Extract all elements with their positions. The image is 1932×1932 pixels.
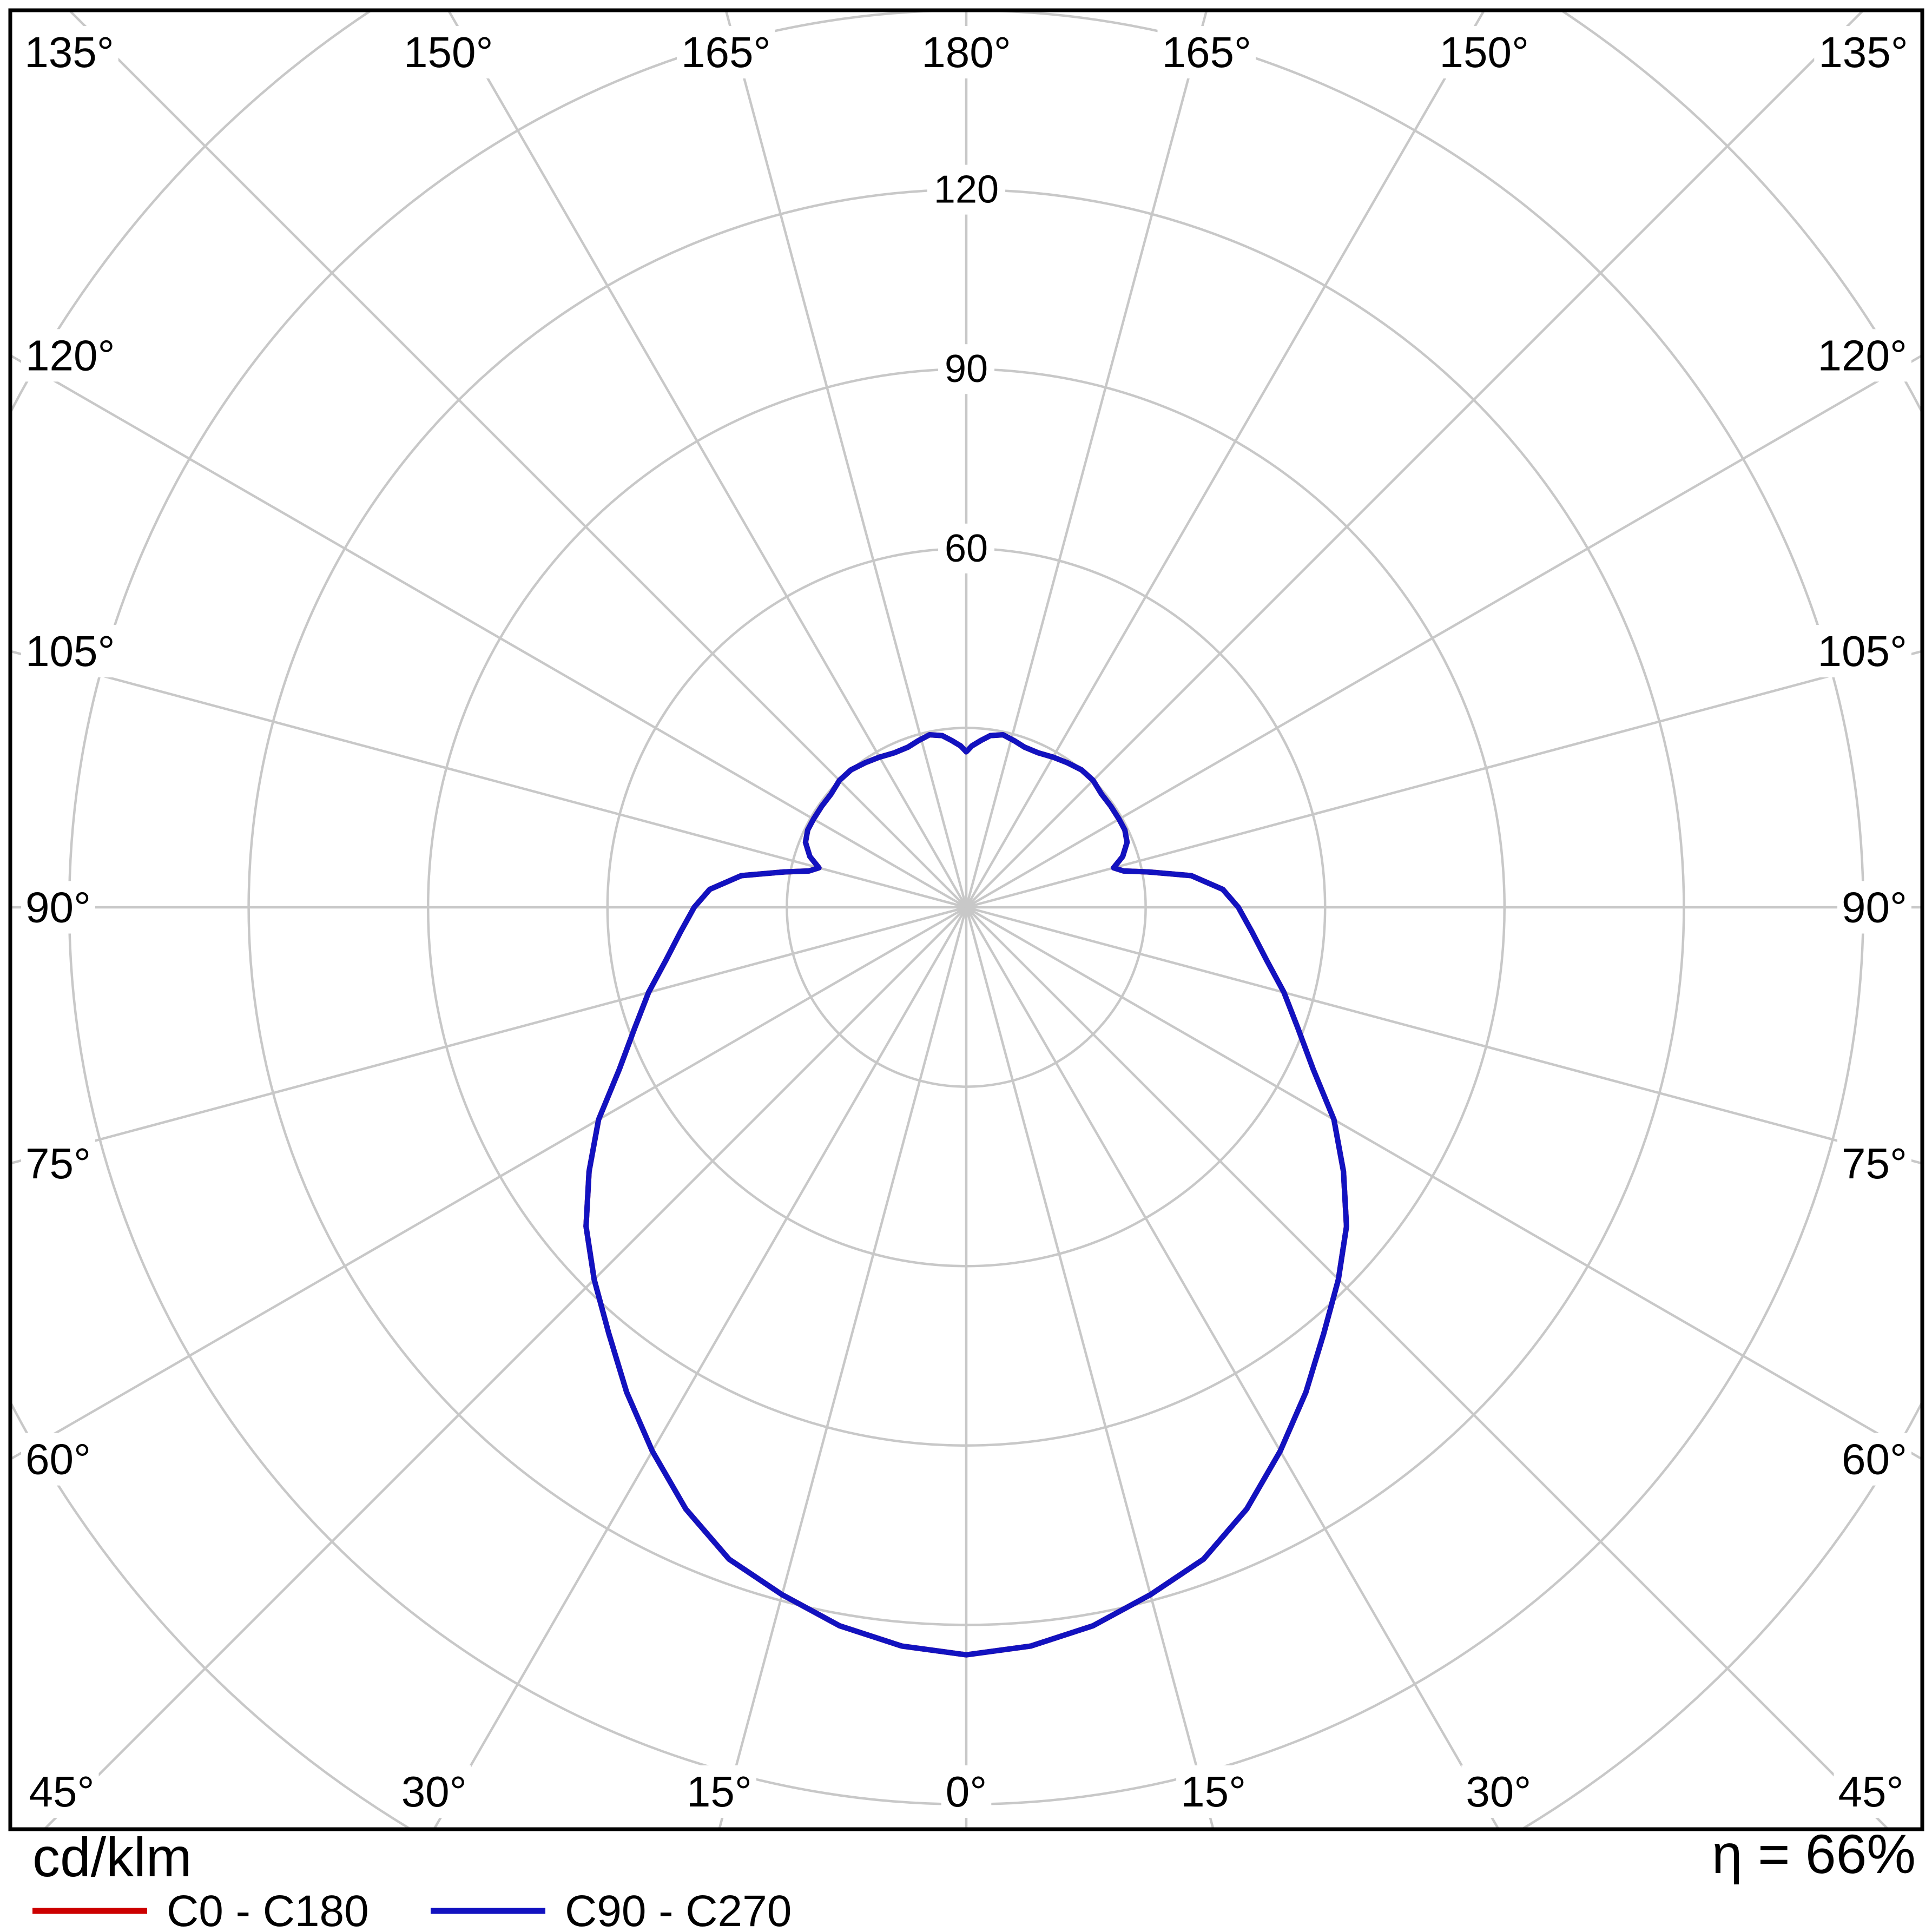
angle-label-150-left: 150° — [404, 28, 493, 76]
angle-label-bg — [941, 1765, 992, 1818]
angle-label-bg — [21, 1137, 95, 1190]
angle-label-165-right: 165° — [1162, 28, 1251, 76]
angle-label-bg — [1834, 1765, 1908, 1818]
grid-spoke-315 — [42, 906, 967, 1829]
angle-label-bg — [1157, 26, 1256, 78]
grid-spoke-30 — [965, 906, 1500, 1829]
angle-label-bg — [917, 26, 1016, 78]
angle-label-0-right: 0° — [946, 1768, 987, 1816]
radial-tick-label-bg — [938, 344, 995, 394]
radial-tick-label-90: 90 — [945, 347, 988, 391]
grid-spoke-285 — [10, 906, 967, 1165]
angle-label-bg — [1461, 1765, 1536, 1818]
legend: C0 - C180 C90 - C270 — [32, 1887, 792, 1932]
angle-label-45-left: 45° — [29, 1768, 95, 1816]
grid-spoke-75 — [966, 906, 1922, 1165]
grid-spoke-105 — [966, 650, 1922, 909]
grid-spoke-255 — [10, 650, 967, 909]
radial-tick-label-bg — [927, 164, 1006, 215]
angle-label-15-right: 15° — [1181, 1768, 1246, 1816]
angle-label-bg — [21, 329, 120, 382]
radial-tick-label-bg — [938, 523, 995, 573]
unit-label: cd/klm — [32, 1827, 192, 1888]
angle-label-bg — [21, 625, 120, 678]
grid-spoke-45 — [965, 906, 1890, 1829]
angle-label-150-right: 150° — [1440, 28, 1529, 76]
angle-label-120-left: 120° — [25, 331, 115, 379]
efficiency-label: η = 66% — [1712, 1823, 1916, 1885]
grid-spoke-165 — [965, 10, 1208, 908]
grid-spoke-210 — [447, 10, 967, 908]
angle-label-bg — [21, 881, 95, 934]
grid-spoke-330 — [432, 906, 967, 1829]
plot-area-border — [8, 8, 1924, 1831]
angle-label-bg — [24, 1765, 99, 1818]
angle-label-90-right: 90° — [1842, 883, 1907, 932]
legend-label-c90-c270: C90 - C270 — [565, 1887, 792, 1932]
angle-label-bg — [677, 26, 775, 78]
angle-label-bg — [21, 1433, 95, 1486]
angle-label-bg — [1813, 329, 1911, 382]
angle-label-135-right: 135° — [1818, 28, 1908, 76]
grid-spoke-15 — [965, 907, 1215, 1829]
angle-label-180-right: 180° — [921, 28, 1011, 76]
grid-spoke-120 — [965, 354, 1922, 908]
angle-label-60-left: 60° — [25, 1435, 91, 1483]
angle-label-bg — [20, 26, 118, 78]
intensity-curve-1 — [583, 732, 1349, 1658]
angle-label-bg — [682, 1765, 756, 1818]
radial-tick-label-60: 60 — [945, 527, 988, 570]
grid-spoke-135 — [965, 10, 1865, 908]
grid-spoke-240 — [10, 354, 967, 908]
grid-spoke-195 — [724, 10, 968, 908]
angle-label-135-left: 135° — [24, 28, 114, 76]
angle-label-165-left: 165° — [681, 28, 770, 76]
angle-label-30-left: 30° — [401, 1768, 467, 1816]
legend-label-c0-c180: C0 - C180 — [167, 1887, 369, 1932]
angle-label-bg — [1837, 1137, 1911, 1190]
angle-label-bg — [1837, 881, 1911, 934]
angle-label-90-left: 90° — [25, 883, 91, 932]
angle-label-bg — [397, 1765, 471, 1818]
grid-spoke-60 — [965, 906, 1922, 1461]
angle-label-105-left: 105° — [25, 627, 115, 675]
angle-label-bg — [1813, 625, 1911, 678]
intensity-curve-layer — [583, 732, 1349, 1658]
angle-label-layer: 0° 15° 15° 30° 30° 45° 45° 60° 60° 75° 75° 90° 90° 10… — [20, 26, 1913, 1818]
angle-label-60-right: 60° — [1842, 1435, 1907, 1483]
radial-tick-label-120: 120 — [934, 168, 999, 212]
grid-spoke-225 — [67, 10, 967, 908]
angle-label-bg — [1176, 1765, 1251, 1818]
grid-spoke-300 — [10, 906, 967, 1461]
grid-spoke-345 — [718, 907, 968, 1829]
angle-label-bg — [1814, 26, 1913, 78]
angle-label-30-right: 30° — [1466, 1768, 1531, 1816]
angle-label-105-right: 105° — [1818, 627, 1907, 675]
angle-label-120-right: 120° — [1818, 331, 1907, 379]
angle-label-bg — [399, 26, 498, 78]
angle-label-bg — [1837, 1433, 1911, 1486]
angle-label-75-left: 75° — [25, 1139, 91, 1188]
radial-tick-label-layer: 60 90 120 — [927, 164, 1006, 573]
angle-label-bg — [1435, 26, 1533, 78]
angle-label-75-right: 75° — [1842, 1139, 1907, 1188]
angle-label-15-left: 15° — [687, 1768, 752, 1816]
angle-label-45-right: 45° — [1838, 1768, 1904, 1816]
grid-spoke-150 — [965, 10, 1486, 908]
